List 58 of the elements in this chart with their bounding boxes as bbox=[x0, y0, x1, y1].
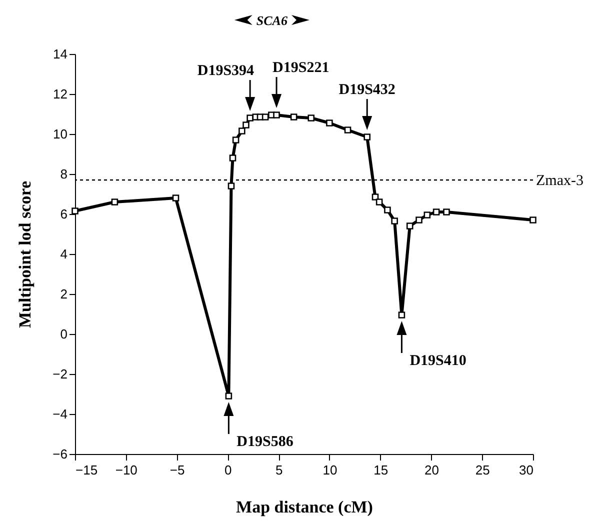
y-tick-label: 6 bbox=[60, 206, 68, 222]
y-tick-label: −2 bbox=[52, 366, 68, 382]
point bbox=[416, 216, 422, 224]
annotation: D19S221 bbox=[272, 60, 330, 76]
x-axis-title: Map distance (cM) bbox=[236, 498, 373, 516]
point bbox=[290, 114, 298, 120]
x-tick-label: 20 bbox=[424, 462, 439, 478]
y-tick-label: −6 bbox=[52, 446, 68, 462]
point bbox=[232, 136, 240, 144]
x-tick-label: −5 bbox=[170, 462, 185, 478]
point bbox=[398, 312, 406, 318]
point bbox=[72, 208, 78, 214]
point bbox=[273, 112, 280, 118]
point bbox=[376, 198, 383, 206]
ref-line-label: Zmax-3 bbox=[536, 173, 584, 189]
x-tick-label: 25 bbox=[475, 462, 490, 478]
y-tick-label: 14 bbox=[53, 46, 68, 62]
point bbox=[228, 182, 235, 190]
annotation: D19S394 bbox=[197, 63, 255, 79]
point bbox=[344, 126, 352, 134]
x-tick-label: 5 bbox=[275, 462, 283, 478]
text: SCA6 bbox=[256, 13, 288, 28]
point bbox=[242, 122, 250, 128]
point bbox=[443, 208, 450, 216]
annotation: D19S432 bbox=[338, 82, 396, 98]
y-tick-label: 4 bbox=[60, 246, 68, 262]
point bbox=[391, 218, 398, 224]
point bbox=[172, 194, 180, 202]
y-tick-label: 8 bbox=[60, 166, 68, 182]
x-tick-label: −10 bbox=[115, 462, 138, 478]
x-tick-label: 0 bbox=[224, 462, 232, 478]
y-tick-label: 12 bbox=[53, 86, 68, 102]
y-tick-label: 2 bbox=[60, 286, 68, 302]
y-axis-title: Multipoint lod score bbox=[16, 180, 35, 328]
annotation: D19S410 bbox=[410, 353, 466, 369]
y-tick-label: −4 bbox=[52, 406, 68, 422]
annotation: D19S586 bbox=[236, 434, 294, 450]
x-tick-label: 10 bbox=[322, 462, 338, 478]
point bbox=[372, 194, 379, 200]
point bbox=[262, 114, 269, 120]
point bbox=[406, 222, 414, 230]
point bbox=[364, 134, 370, 140]
point bbox=[384, 206, 391, 214]
x-tick-label: −15 bbox=[76, 462, 98, 478]
point bbox=[229, 154, 236, 162]
y-tick-label: 0 bbox=[60, 326, 68, 342]
point bbox=[326, 120, 333, 126]
point bbox=[225, 392, 232, 400]
point bbox=[432, 208, 440, 216]
y-tick-label: 10 bbox=[53, 126, 68, 142]
x-tick-label: 15 bbox=[374, 462, 388, 478]
point bbox=[530, 216, 536, 224]
point bbox=[238, 128, 246, 134]
x-tick-label: 30 bbox=[519, 462, 534, 478]
point bbox=[111, 198, 118, 206]
point bbox=[308, 114, 315, 122]
point bbox=[424, 212, 431, 218]
point bbox=[246, 114, 254, 122]
